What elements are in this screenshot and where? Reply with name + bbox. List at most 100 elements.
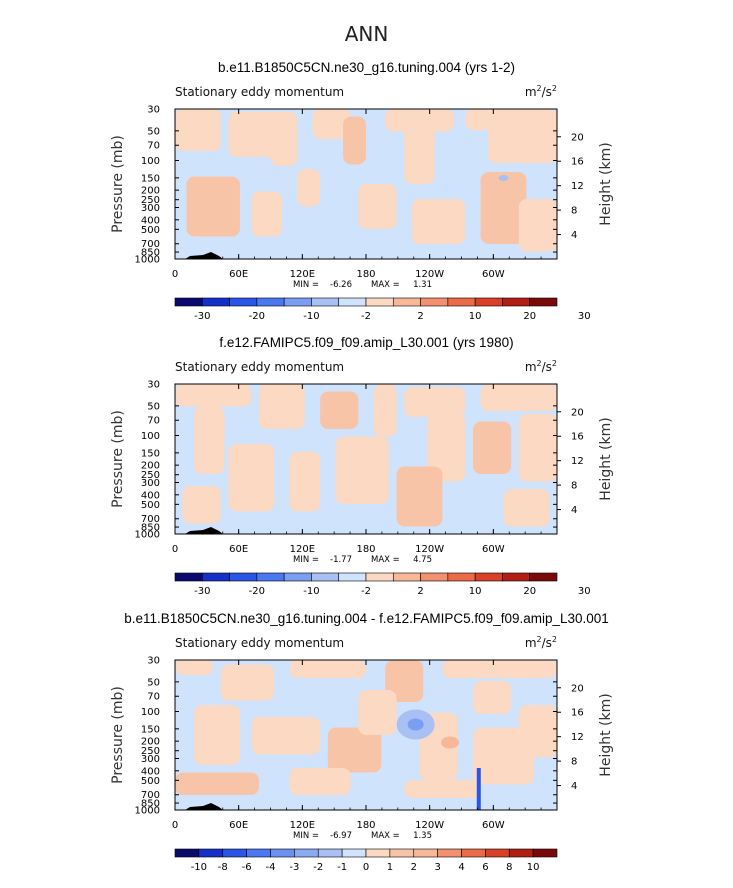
y-tick-label: 100 — [141, 707, 160, 718]
colorbar-swatch — [229, 297, 258, 307]
colorbar-label: -20 — [249, 311, 265, 322]
contour-anomaly-column — [476, 768, 481, 810]
contour-field — [175, 384, 557, 527]
contour-patch — [327, 727, 382, 773]
contour-patch — [518, 414, 557, 482]
x-tick-label: 120W — [415, 820, 444, 831]
colorbar-label: 8 — [506, 862, 512, 873]
y-tick-label: 500 — [141, 776, 160, 787]
units-part: 2 — [537, 359, 542, 368]
colorbar-swatch — [529, 297, 558, 307]
colorbar-swatch — [311, 572, 340, 582]
colorbar-swatch — [389, 848, 415, 858]
max-label: MAX = — [371, 280, 400, 290]
colorbar-swatch — [461, 848, 486, 858]
contour-patch — [385, 109, 454, 132]
contour-anomaly-negative — [498, 175, 509, 181]
colorbar-swatch — [256, 572, 285, 582]
colorbar-swatch — [338, 297, 367, 307]
y2-tick-label: 4 — [571, 781, 577, 792]
chart-panel-3: b.e11.B1850C5CN.ne30_g16.tuning.004 - f.… — [110, 611, 614, 873]
colorbar-swatch — [420, 297, 449, 307]
colorbar-swatch — [437, 848, 462, 858]
contour-patch — [194, 406, 225, 474]
min-label: MIN = — [293, 831, 319, 841]
units-label: m2/s2 — [525, 635, 557, 650]
x-tick-label: 60W — [482, 820, 505, 831]
min-value: -6.26 — [330, 280, 352, 290]
y-tick-label: 500 — [141, 225, 160, 236]
colorbar-swatch — [392, 297, 421, 307]
y2-tick-label: 8 — [571, 206, 577, 217]
colorbar-label: -8 — [218, 862, 228, 873]
max-label: MAX = — [371, 555, 400, 565]
colorbar-swatch — [413, 848, 438, 858]
units-part: m — [525, 636, 537, 650]
units-part: 2 — [552, 359, 557, 368]
y2-tick-label: 12 — [571, 732, 584, 743]
y-tick-label: 150 — [141, 724, 160, 735]
contour-patch — [182, 486, 221, 524]
min-label: MIN = — [293, 555, 319, 565]
colorbar-swatch — [198, 848, 224, 858]
y-tick-label: 300 — [141, 478, 160, 489]
y-tick-label: 850 — [141, 799, 160, 810]
x-tick-label: 60E — [229, 544, 248, 555]
y-tick-label: 400 — [141, 490, 160, 501]
colorbar-swatch — [201, 572, 230, 582]
colorbar-swatch — [283, 572, 312, 582]
x-tick-label: 120E — [290, 269, 315, 280]
x-tick-label: 60E — [229, 820, 248, 831]
topography — [185, 252, 223, 259]
y2-tick-label: 4 — [571, 230, 577, 241]
min-value: -1.77 — [330, 555, 352, 565]
contour-anomaly-core — [407, 718, 424, 731]
y2-axis-label: Height (km) — [598, 693, 614, 776]
colorbar-label: 2 — [417, 311, 423, 322]
colorbar-swatch — [246, 848, 271, 858]
colorbar-label: 30 — [578, 586, 591, 597]
y-tick-label: 50 — [147, 126, 160, 137]
colorbar-label: 10 — [527, 862, 540, 873]
chart-panel-1: b.e11.B1850C5CN.ne30_g16.tuning.004 (yrs… — [110, 60, 614, 322]
contour-patch — [320, 391, 359, 429]
colorbar-swatch — [317, 848, 343, 858]
contour-patch — [385, 660, 424, 702]
x-tick-label: 180 — [356, 269, 375, 280]
y-tick-label: 700 — [141, 514, 160, 525]
topography — [185, 527, 223, 534]
x-tick-label: 120E — [290, 544, 315, 555]
panel-title: b.e11.B1850C5CN.ne30_g16.tuning.004 (yrs… — [218, 60, 515, 75]
colorbar-swatch — [485, 848, 510, 858]
topography — [185, 803, 223, 810]
colorbar-label: -2 — [361, 586, 371, 597]
units-part: 2 — [537, 84, 542, 93]
units-part: 2 — [552, 84, 557, 93]
colorbar-swatch — [474, 572, 503, 582]
x-tick-label: 0 — [172, 820, 178, 831]
x-tick-label: 120W — [415, 269, 444, 280]
contour-patch — [289, 660, 366, 678]
colorbar-label: -4 — [266, 862, 276, 873]
y2-tick-label: 20 — [571, 683, 584, 694]
contour-patch — [297, 169, 321, 207]
colorbar-swatch — [474, 297, 503, 307]
y-tick-label: 50 — [147, 401, 160, 412]
colorbar-swatch — [365, 848, 391, 858]
contour-patch — [518, 705, 557, 758]
contour-patch — [427, 414, 466, 482]
contour-field — [175, 660, 557, 810]
y-tick-label: 500 — [141, 500, 160, 511]
contour-patch — [251, 191, 282, 237]
x-tick-label: 180 — [356, 544, 375, 555]
contour-patch — [480, 172, 527, 244]
y-tick-label: 300 — [141, 754, 160, 765]
colorbar-swatch — [365, 297, 394, 307]
colorbar-swatch — [174, 297, 203, 307]
y-tick-label: 400 — [141, 215, 160, 226]
contour-patch — [480, 384, 557, 411]
y-tick-label: 70 — [147, 692, 160, 703]
y-axis-label: Pressure (mb) — [110, 410, 126, 508]
contour-patch — [442, 660, 557, 678]
max-value: 1.31 — [413, 280, 432, 290]
